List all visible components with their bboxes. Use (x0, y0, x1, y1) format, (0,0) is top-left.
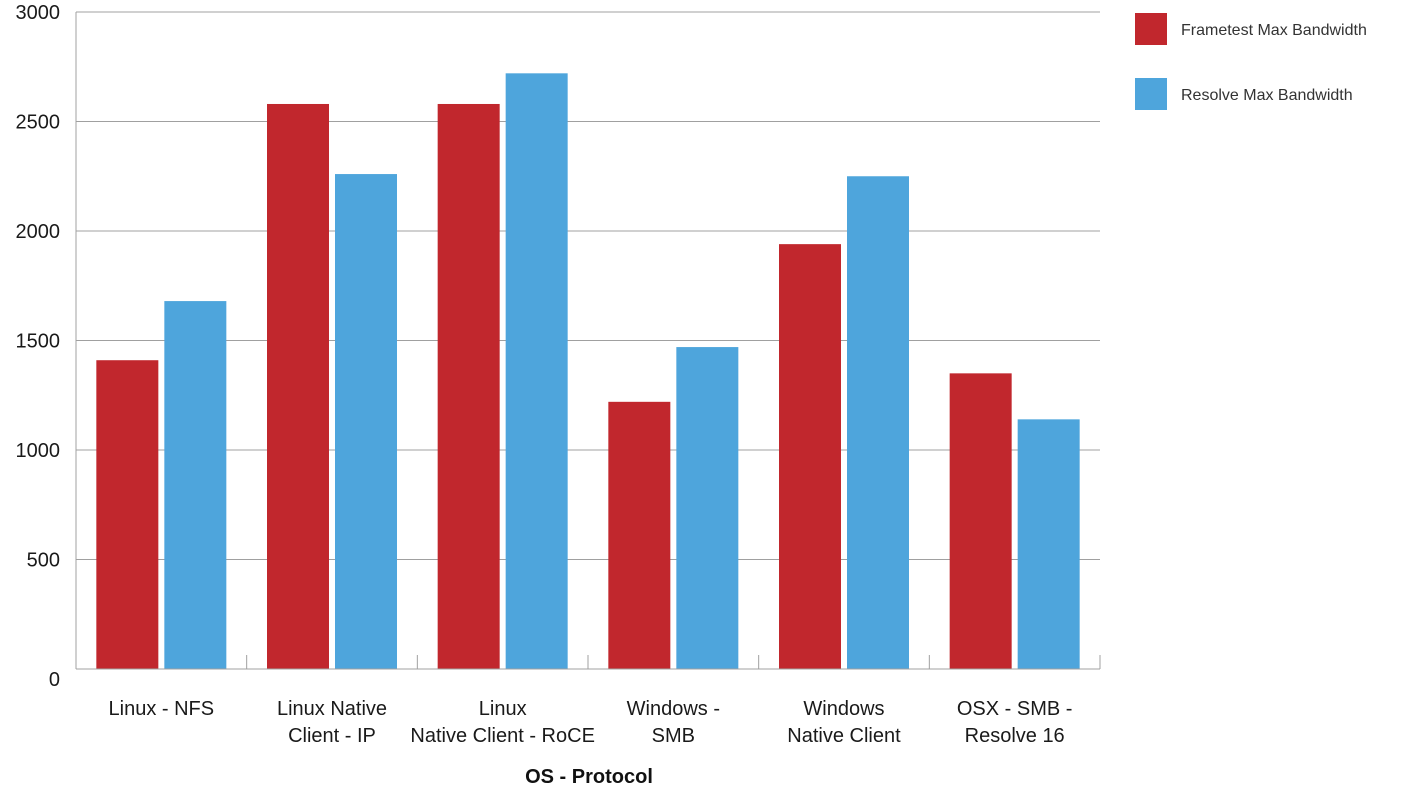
x-tick-label-line: Client - IP (288, 725, 376, 747)
axes (75, 12, 1101, 670)
x-tick-labels: Linux - NFS Linux Native Client - IP Linux N… (109, 698, 1073, 747)
bar (676, 347, 739, 669)
bar (437, 103, 500, 670)
bar (335, 174, 397, 669)
bar (949, 373, 1012, 669)
y-tick-label: 1500 (16, 331, 61, 353)
x-tick-label-line: Resolve 16 (965, 725, 1065, 747)
x-tick-label-line: Linux - NFS (109, 698, 215, 720)
x-tick-label-line: Native Client (787, 725, 901, 747)
x-tick-label-line: SMB (652, 725, 695, 747)
y-tick-label: 1000 (16, 440, 61, 462)
bar (164, 301, 227, 669)
x-tick-label-line: OSX - SMB - (957, 698, 1073, 720)
y-tick-label: 2000 (16, 221, 61, 243)
x-tick-label: Linux Native Client - RoCE (410, 698, 595, 747)
x-tick-label: Linux - NFS (109, 698, 215, 720)
bar (1017, 419, 1080, 669)
x-tick-label: Windows - SMB (627, 698, 720, 747)
x-tick-label: OSX - SMB - Resolve 16 (957, 698, 1073, 747)
x-tick-label-line: Native Client - RoCE (410, 725, 595, 747)
y-tick-label: 0 (49, 669, 60, 691)
x-axis-title: OS - Protocol (525, 766, 653, 788)
y-tick-labels: 0 500 1000 1500 2000 2500 3000 (16, 2, 61, 691)
bars (96, 73, 1080, 670)
legend-label: Frametest Max Bandwidth (1181, 22, 1367, 39)
x-tick-label: Linux Native Client - IP (277, 698, 387, 747)
y-tick-label: 3000 (16, 2, 61, 24)
bar (96, 360, 159, 669)
x-tick-label-line: Linux (479, 698, 527, 720)
x-tick-label-line: Linux Native (277, 698, 387, 720)
x-tick-label-line: Windows - (627, 698, 720, 720)
bar (267, 103, 329, 670)
x-tick-label-line: Windows (803, 698, 884, 720)
legend-label: Resolve Max Bandwidth (1181, 87, 1353, 104)
y-tick-label: 500 (27, 550, 60, 572)
legend-swatch (1135, 13, 1167, 45)
x-tick-label: Windows Native Client (787, 698, 901, 747)
bar (608, 401, 671, 669)
gridlines (76, 11, 1100, 560)
bar (779, 244, 841, 669)
bar (847, 176, 909, 669)
legend: Frametest Max Bandwidth Resolve Max Bandw… (1135, 13, 1367, 110)
legend-swatch (1135, 78, 1167, 110)
y-tick-label: 2500 (16, 112, 61, 134)
bar (505, 73, 568, 669)
